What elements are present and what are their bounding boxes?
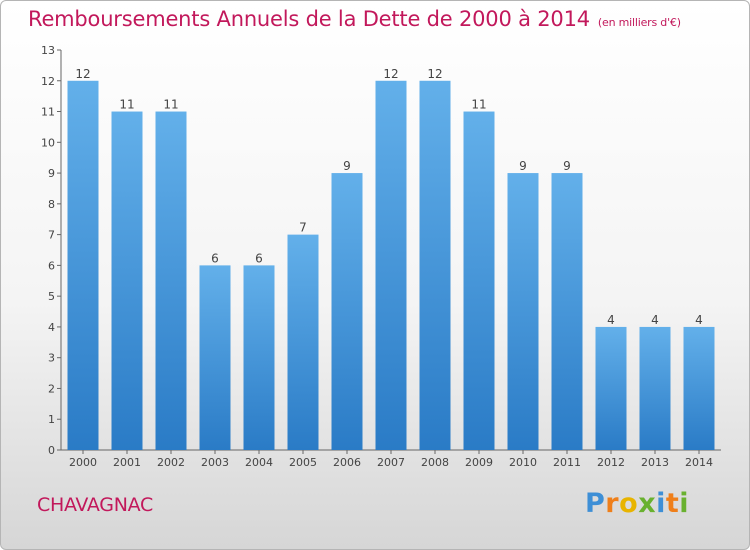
value-label-2011: 9 bbox=[563, 159, 571, 173]
bar-2001 bbox=[111, 111, 143, 451]
x-tick-label-2007: 2007 bbox=[377, 456, 405, 469]
value-labels: 12 11 11 6 6 7 9 12 12 11 9 9 4 4 4 bbox=[75, 67, 702, 327]
x-tick-label-2000: 2000 bbox=[69, 456, 97, 469]
y-tick-label: 7 bbox=[48, 229, 55, 242]
bar-2014 bbox=[683, 326, 715, 450]
proxiti-logo: Proxiti bbox=[585, 488, 689, 519]
value-label-2010: 9 bbox=[519, 159, 527, 173]
x-tick-label-2005: 2005 bbox=[289, 456, 317, 469]
value-label-2004: 6 bbox=[255, 251, 263, 265]
value-label-2003: 6 bbox=[211, 251, 219, 265]
y-tick-label: 9 bbox=[48, 167, 55, 180]
bars bbox=[67, 80, 715, 451]
title-text: Remboursements Annuels de la Dette de 20… bbox=[28, 7, 590, 31]
x-tick-label-2004: 2004 bbox=[245, 456, 273, 469]
logo-letter: t bbox=[665, 488, 680, 519]
y-tick-label: 13 bbox=[41, 44, 55, 57]
value-label-2012: 4 bbox=[607, 313, 615, 327]
y-tick-label: 11 bbox=[41, 106, 55, 119]
bar-2004 bbox=[243, 265, 275, 450]
logo-letter: x bbox=[638, 488, 657, 519]
logo-letter: r bbox=[605, 488, 620, 519]
value-label-2005: 7 bbox=[299, 221, 307, 235]
value-label-2013: 4 bbox=[651, 313, 659, 327]
x-tick-label-2011: 2011 bbox=[553, 456, 581, 469]
bar-2013 bbox=[639, 326, 671, 450]
y-tick-label: 6 bbox=[48, 259, 55, 272]
x-tick-label-2008: 2008 bbox=[421, 456, 449, 469]
y-tick-label: 10 bbox=[41, 136, 55, 149]
bar-2010 bbox=[507, 173, 539, 451]
y-tick-label: 2 bbox=[48, 382, 55, 395]
title-unit: (en milliers d'€) bbox=[597, 16, 681, 29]
value-label-2000: 12 bbox=[75, 67, 90, 81]
y-tick-label: 5 bbox=[48, 290, 55, 303]
x-tick-label-2006: 2006 bbox=[333, 456, 361, 469]
value-label-2002: 11 bbox=[163, 98, 178, 112]
y-tick-label: 4 bbox=[48, 321, 55, 334]
bar-2012 bbox=[595, 326, 627, 450]
bar-2003 bbox=[199, 265, 231, 450]
value-label-2008: 12 bbox=[427, 67, 442, 81]
y-tick-label: 8 bbox=[48, 198, 55, 211]
x-tick-label-2009: 2009 bbox=[465, 456, 493, 469]
x-tick-label-2003: 2003 bbox=[201, 456, 229, 469]
logo-letter: P bbox=[585, 488, 606, 519]
x-tick-label-2002: 2002 bbox=[157, 456, 185, 469]
logo-letter: i bbox=[656, 488, 666, 519]
city-name: CHAVAGNAC bbox=[37, 494, 153, 516]
value-label-2006: 9 bbox=[343, 159, 351, 173]
logo-letter: i bbox=[679, 488, 690, 519]
x-tick-label-2013: 2013 bbox=[641, 456, 669, 469]
value-label-2007: 12 bbox=[383, 67, 398, 81]
y-tick-label: 1 bbox=[48, 413, 55, 426]
chart-title: Remboursements Annuels de la Dette de 20… bbox=[28, 7, 681, 31]
x-tick-label-2014: 2014 bbox=[685, 456, 713, 469]
bar-2005 bbox=[287, 234, 319, 450]
x-tick-label-2010: 2010 bbox=[509, 456, 537, 469]
value-label-2014: 4 bbox=[695, 313, 703, 327]
bar-2007 bbox=[375, 80, 407, 451]
bar-2009 bbox=[463, 111, 495, 451]
y-tick-label: 12 bbox=[41, 75, 55, 88]
bar-2002 bbox=[155, 111, 187, 451]
logo-letter: o bbox=[619, 488, 639, 519]
bar-2006 bbox=[331, 173, 363, 451]
value-label-2001: 11 bbox=[119, 98, 134, 112]
bar-2000 bbox=[67, 80, 99, 451]
y-tick-label: 0 bbox=[48, 444, 55, 457]
y-tick-label: 3 bbox=[48, 352, 55, 365]
value-label-2009: 11 bbox=[471, 98, 486, 112]
bar-2011 bbox=[551, 173, 583, 451]
x-tick-label-2001: 2001 bbox=[113, 456, 141, 469]
bar-2008 bbox=[419, 80, 451, 451]
x-tick-label-2012: 2012 bbox=[597, 456, 625, 469]
